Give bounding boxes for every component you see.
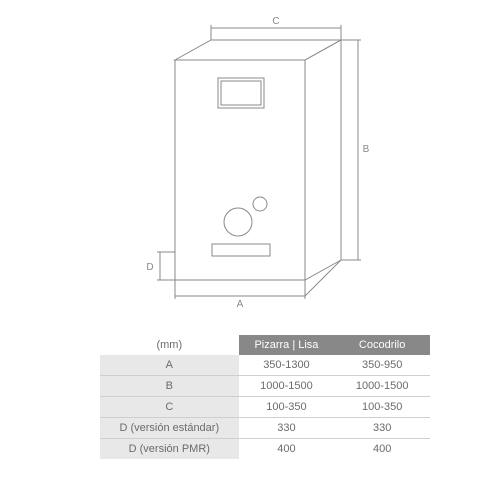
row-value: 1000-1500 bbox=[239, 376, 335, 397]
row-value: 100-350 bbox=[334, 397, 430, 418]
unit-header: (mm) bbox=[100, 335, 239, 355]
row-value: 330 bbox=[334, 418, 430, 439]
row-label: D (versión estándar) bbox=[100, 418, 239, 439]
svg-text:B: B bbox=[363, 144, 370, 155]
row-value: 330 bbox=[239, 418, 335, 439]
table-row: C100-350100-350 bbox=[100, 397, 430, 418]
row-value: 350-1300 bbox=[239, 355, 335, 376]
table-row: D (versión PMR)400400 bbox=[100, 439, 430, 460]
row-value: 400 bbox=[239, 439, 335, 460]
svg-text:A: A bbox=[237, 299, 244, 310]
row-value: 100-350 bbox=[239, 397, 335, 418]
col-header-2: Cocodrilo bbox=[334, 335, 430, 355]
table-row: B1000-15001000-1500 bbox=[100, 376, 430, 397]
dimensions-table-wrap: (mm) Pizarra | Lisa Cocodrilo A350-13003… bbox=[100, 335, 430, 459]
row-label: B bbox=[100, 376, 239, 397]
svg-text:D: D bbox=[146, 262, 153, 273]
isometric-box-svg: A B C D bbox=[0, 0, 500, 330]
table-row: D (versión estándar)330330 bbox=[100, 418, 430, 439]
row-value: 1000-1500 bbox=[334, 376, 430, 397]
row-label: A bbox=[100, 355, 239, 376]
table-header-row: (mm) Pizarra | Lisa Cocodrilo bbox=[100, 335, 430, 355]
table-row: A350-1300350-950 bbox=[100, 355, 430, 376]
col-header-1: Pizarra | Lisa bbox=[239, 335, 335, 355]
row-value: 350-950 bbox=[334, 355, 430, 376]
technical-drawing: A B C D bbox=[0, 0, 500, 330]
row-label: C bbox=[100, 397, 239, 418]
row-label: D (versión PMR) bbox=[100, 439, 239, 460]
svg-text:C: C bbox=[272, 16, 279, 27]
dimensions-table: (mm) Pizarra | Lisa Cocodrilo A350-13003… bbox=[100, 335, 430, 459]
row-value: 400 bbox=[334, 439, 430, 460]
